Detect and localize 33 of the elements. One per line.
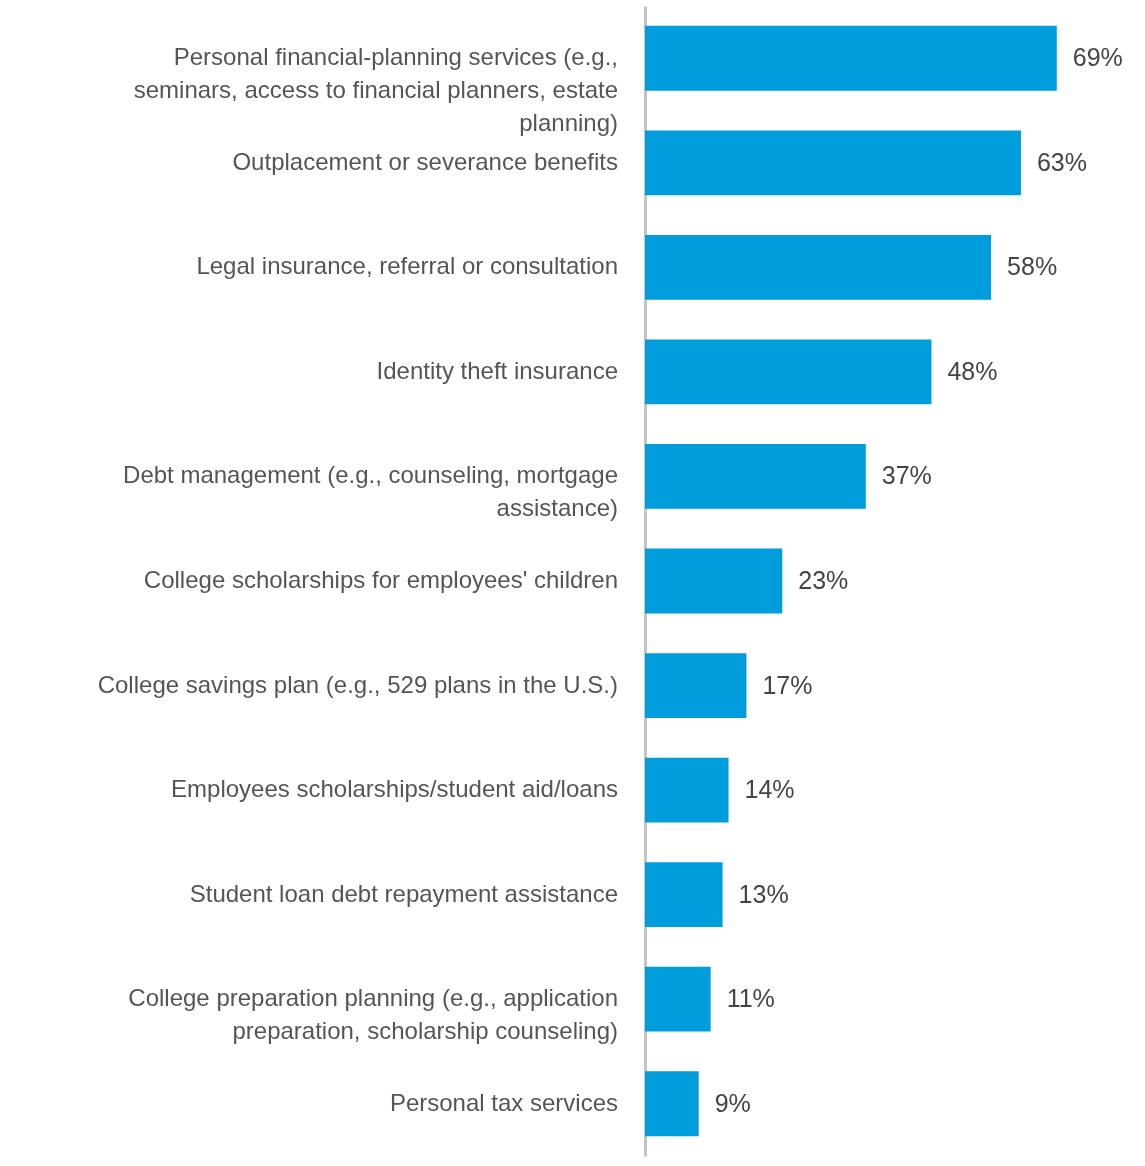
data-label: 13% (738, 879, 789, 908)
data-label: 11% (726, 984, 775, 1013)
bar (645, 234, 992, 300)
bar (645, 862, 723, 928)
data-label: 48% (947, 356, 998, 385)
y-tick-label: Debt management (e.g., counseling, mortgage assistance) (123, 461, 618, 522)
y-tick-label: Student loan debt repayment assistance (189, 879, 618, 907)
y-tick-label: College scholarships for employees' children (143, 566, 618, 593)
data-label: 14% (744, 775, 795, 804)
data-label: 63% (1036, 147, 1088, 176)
y-tick-label: Personal tax services (389, 1088, 618, 1116)
data-label: 17% (762, 670, 813, 699)
data-label: 37% (881, 461, 932, 490)
bar (645, 757, 729, 823)
bar (645, 966, 711, 1032)
bar (645, 444, 866, 509)
y-tick-label: College preparation planning (e.g., application preparation, scholarship counseling) (128, 984, 618, 1045)
y-tick-label: College savings plan (e.g., 529 plans in the U.S.) (97, 670, 618, 698)
y-tick-label: Legal insurance, referral or consultation (196, 252, 618, 280)
data-label: 9% (714, 1088, 751, 1117)
data-label: 23% (798, 566, 849, 594)
data-label: 69% (1072, 43, 1123, 72)
bar (645, 130, 1021, 196)
bar (645, 25, 1057, 91)
y-tick-label: Personal financial-planning services (e.g., seminars, access to financial planners, estate planning) (133, 43, 618, 137)
bar (645, 653, 747, 718)
y-tick-label: Outplacement or severance benefits (232, 147, 618, 175)
bar (645, 1071, 699, 1137)
y-tick-label: Employees scholarships/student aid/loans (171, 775, 618, 803)
bar (645, 548, 783, 614)
y-tick-label: Identity theft insurance (376, 356, 618, 384)
bar (645, 339, 932, 405)
data-label: 58% (1007, 252, 1058, 281)
